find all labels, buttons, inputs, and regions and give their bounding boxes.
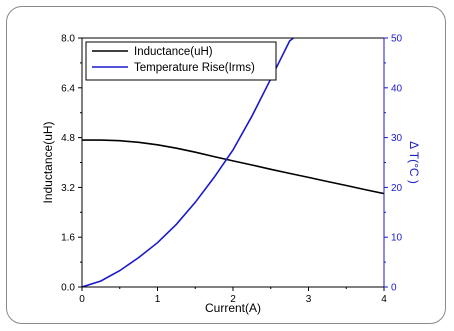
y2-tick-label: 40 xyxy=(391,83,403,94)
legend: Inductance(uH) Temperature Rise(Irms) xyxy=(85,41,277,81)
y-tick-label: 3.2 xyxy=(61,183,75,194)
y-tick-label: 1.6 xyxy=(61,233,75,244)
y2-tick-label: 20 xyxy=(391,183,403,194)
legend-label-inductance: Inductance(uH) xyxy=(134,46,213,58)
legend-label-temperature: Temperature Rise(Irms) xyxy=(134,62,255,74)
inductance-line xyxy=(82,139,384,195)
x-tick-label: 0 xyxy=(79,294,85,305)
y2-tick-label: 50 xyxy=(391,34,403,45)
y-tick-label: 8.0 xyxy=(61,34,75,45)
x-tick-label: 4 xyxy=(381,294,387,305)
x-tick-label: 2 xyxy=(230,294,236,305)
y2-tick-label: 0 xyxy=(391,283,397,294)
y-axis-title: Inductance(uH) xyxy=(41,121,55,203)
y-tick-label: 4.8 xyxy=(61,133,75,144)
y2-tick-label: 10 xyxy=(391,233,403,244)
y-tick-label: 0.0 xyxy=(61,283,75,294)
x-axis-title: Current(A) xyxy=(205,301,261,315)
y2-axis-title: Δ T(°C ) xyxy=(407,141,421,184)
legend-box xyxy=(85,41,277,81)
y-tick-label: 6.4 xyxy=(61,83,75,94)
x-tick-label: 3 xyxy=(306,294,312,305)
ticks: 0 1 2 3 4 0.0 1.6 3.2 4.8 6.4 8.0 0 10 20 30 40 50 xyxy=(61,34,402,306)
x-tick-label: 1 xyxy=(155,294,161,305)
y2-tick-label: 30 xyxy=(391,133,403,144)
